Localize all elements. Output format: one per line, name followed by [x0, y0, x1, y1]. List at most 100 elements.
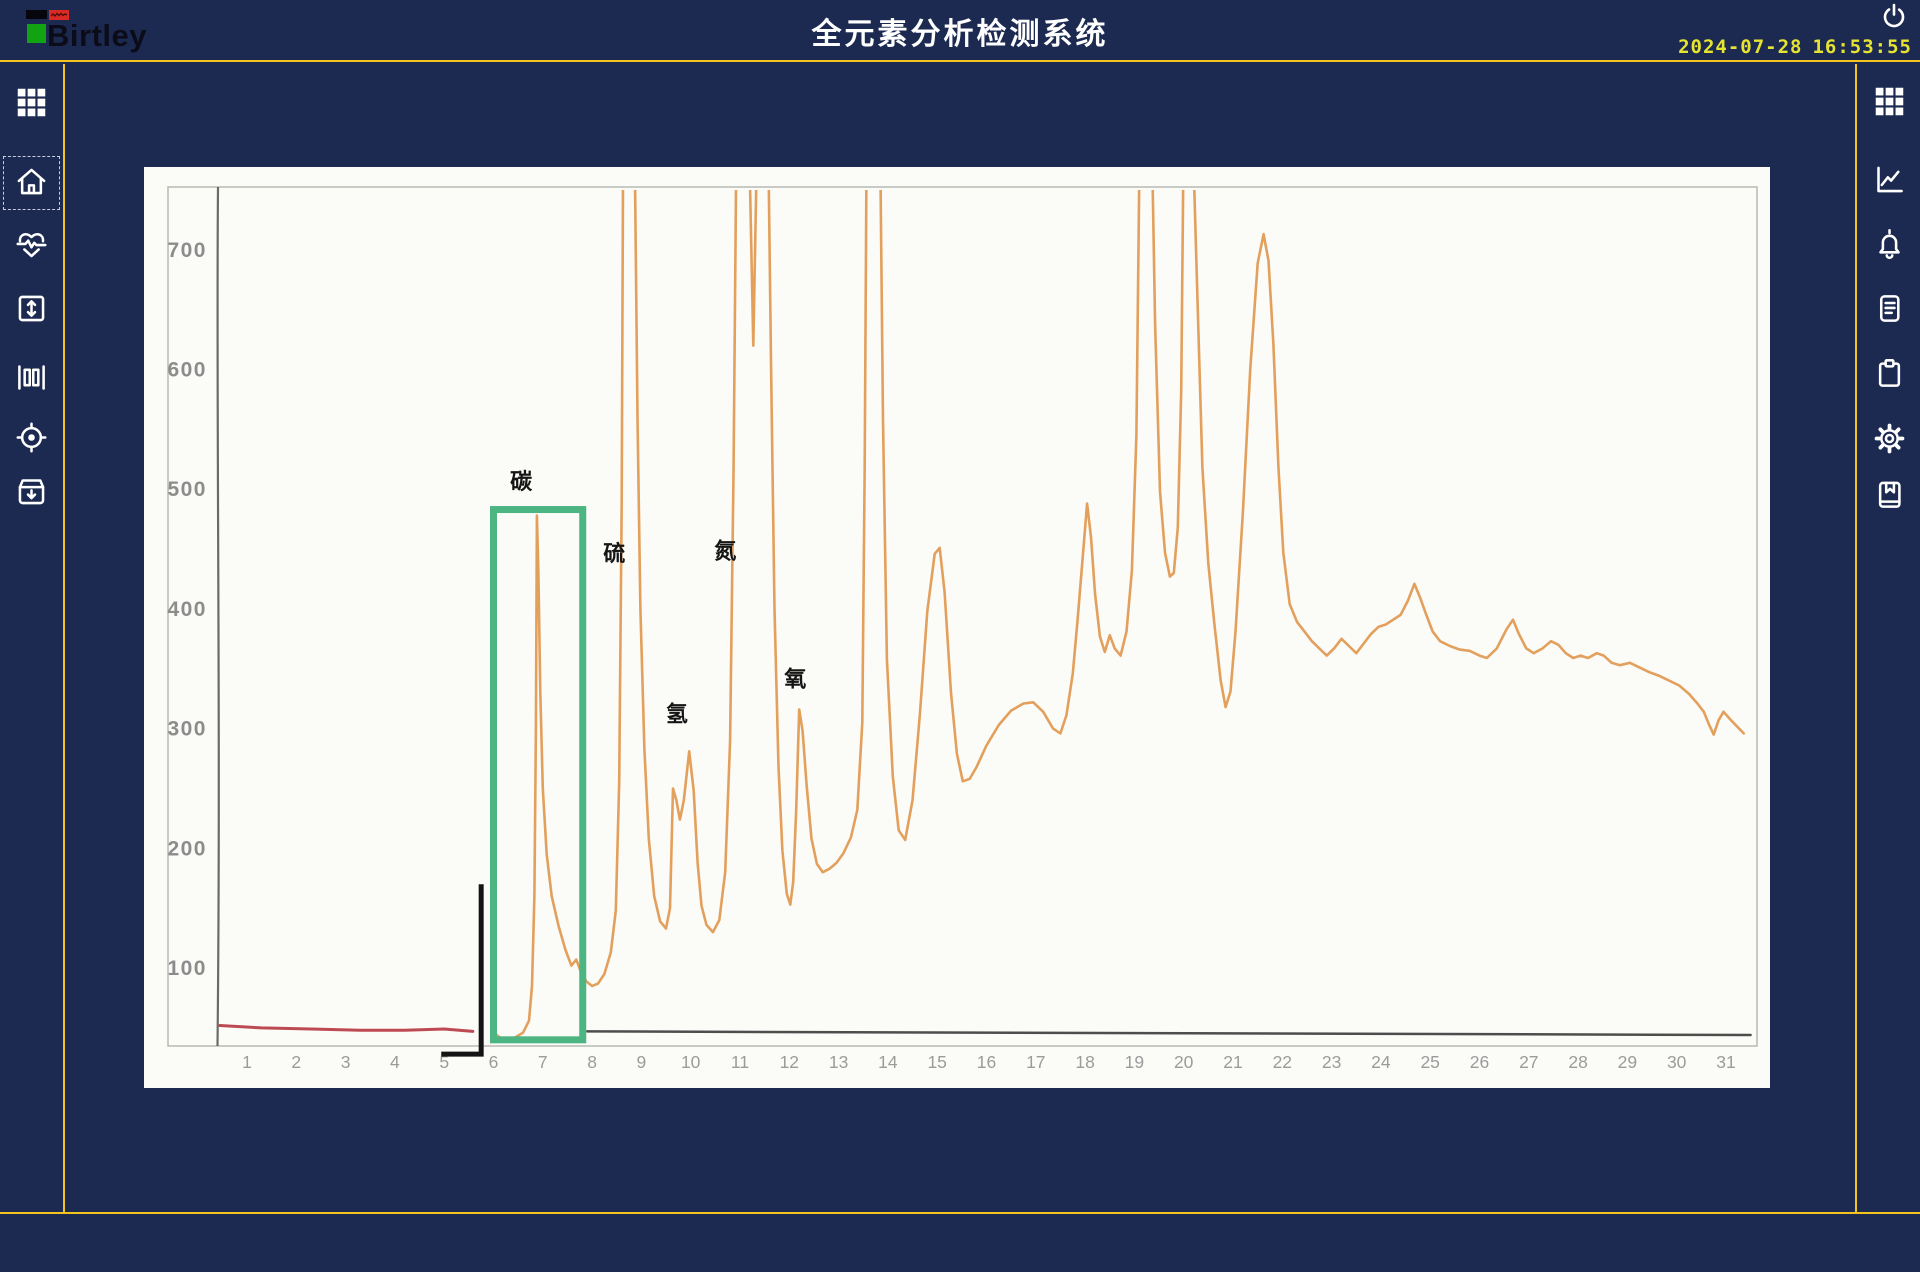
sidebar-left-item-calibrate[interactable]	[15, 421, 48, 454]
svg-text:17: 17	[1026, 1052, 1045, 1072]
power-button[interactable]	[1880, 2, 1908, 30]
carbon-highlight-box	[490, 506, 587, 1044]
svg-text:600: 600	[167, 359, 207, 382]
line-chart-icon	[1877, 166, 1903, 193]
svg-text:氧: 氧	[783, 667, 806, 692]
svg-text:300: 300	[167, 718, 207, 741]
time-text: 16:53:55	[1812, 36, 1912, 58]
y-tick-labels: 100 200 300 400 500 600 700	[167, 239, 207, 980]
logo-green-block	[27, 24, 46, 43]
sidebar-left-item-apps[interactable]	[15, 86, 48, 119]
series-pre-injection-baseline	[218, 1024, 475, 1033]
sidebar-left-item-home[interactable]	[15, 165, 48, 198]
peak-labels: 碳硫氢 氮氧	[510, 469, 806, 726]
svg-text:22: 22	[1273, 1052, 1292, 1072]
archive-box-icon	[18, 479, 45, 505]
svg-text:25: 25	[1420, 1052, 1439, 1072]
sidebar-left-item-range[interactable]	[15, 292, 48, 325]
svg-text:11: 11	[731, 1052, 749, 1072]
sidebar-right-item-tasks[interactable]	[1873, 357, 1906, 390]
logo-black-block	[26, 10, 47, 19]
series-detector-signal	[491, 190, 1745, 1042]
scan-border	[167, 186, 1758, 1047]
sidebar-right-item-apps[interactable]	[1873, 85, 1906, 118]
sidebar-right-item-report[interactable]	[1873, 292, 1906, 325]
svg-text:9: 9	[637, 1052, 647, 1072]
bell-icon	[1879, 229, 1900, 260]
svg-text:碳: 碳	[510, 469, 533, 494]
chromatogram-panel: 100 200 300 400 500 600 700 1 2 3 4 5 6 7 8 9 10 11 12 13 14…	[144, 167, 1770, 1088]
svg-text:8: 8	[587, 1052, 597, 1072]
footer-divider	[0, 1212, 1920, 1214]
svg-text:700: 700	[167, 239, 207, 262]
selected-item-focus-ring	[3, 156, 60, 210]
logo-signal-squiggle	[50, 12, 68, 18]
svg-text:29: 29	[1618, 1052, 1637, 1072]
power-icon	[1883, 3, 1905, 28]
target-icon	[16, 422, 47, 453]
svg-text:16: 16	[977, 1052, 996, 1072]
svg-text:12: 12	[780, 1052, 799, 1072]
svg-text:3: 3	[341, 1052, 351, 1072]
brand-name: Birtley	[47, 18, 147, 53]
sidebar-right-item-alarms[interactable]	[1873, 227, 1906, 260]
report-icon	[1879, 295, 1900, 322]
svg-text:氮: 氮	[714, 539, 736, 564]
svg-text:19: 19	[1125, 1052, 1144, 1072]
x-tick-labels: 1 2 3 4 5 6 7 8 9 10 11 12 13 14 15 16 17 18 19 20 21 22 23 24 2…	[242, 1052, 1736, 1072]
clipboard-icon	[1878, 359, 1901, 387]
settings-gear-icon	[1874, 423, 1905, 454]
grid-icon	[1875, 87, 1904, 116]
svg-text:5: 5	[439, 1052, 449, 1072]
vertical-resize-icon	[18, 295, 45, 322]
svg-text:500: 500	[167, 478, 207, 501]
logo-red-block	[49, 10, 69, 20]
svg-text:6: 6	[489, 1052, 499, 1072]
injection-marker	[441, 884, 484, 1057]
sidebar-left	[0, 64, 65, 1212]
svg-text:100: 100	[167, 957, 207, 980]
svg-text:18: 18	[1075, 1052, 1094, 1072]
columns-icon	[18, 365, 45, 390]
svg-text:20: 20	[1174, 1052, 1194, 1072]
svg-text:400: 400	[167, 598, 207, 621]
sidebar-right-item-records[interactable]	[1873, 478, 1906, 511]
grid-icon	[17, 88, 46, 117]
svg-text:200: 200	[167, 837, 207, 860]
sidebar-left-item-channels[interactable]	[15, 361, 48, 394]
sidebar-right	[1855, 64, 1920, 1212]
svg-text:10: 10	[681, 1052, 701, 1072]
sidebar-right-item-settings[interactable]	[1873, 422, 1906, 455]
svg-text:21: 21	[1223, 1052, 1242, 1072]
svg-text:硫: 硫	[603, 541, 625, 566]
sidebar-left-item-monitor[interactable]	[15, 228, 48, 261]
heart-pulse-icon	[16, 233, 47, 258]
home-icon	[17, 168, 46, 195]
sidebar-right-item-trend[interactable]	[1873, 163, 1906, 196]
bookmark-book-icon	[1878, 481, 1901, 508]
svg-text:27: 27	[1519, 1052, 1538, 1072]
date-text: 2024-07-28	[1678, 36, 1803, 58]
header: Birtley 全元素分析检测系统 2024-07-28 16:53:55	[0, 0, 1920, 62]
svg-text:30: 30	[1667, 1052, 1687, 1072]
brand-logo: Birtley	[22, 6, 172, 54]
svg-text:7: 7	[538, 1052, 548, 1072]
svg-text:13: 13	[829, 1052, 848, 1072]
svg-text:24: 24	[1371, 1052, 1391, 1072]
page-title: 全元素分析检测系统	[811, 18, 1109, 51]
svg-text:23: 23	[1322, 1052, 1341, 1072]
svg-text:31: 31	[1716, 1052, 1735, 1072]
series-post-injection-baseline	[585, 1030, 1752, 1037]
datetime-display: 2024-07-28 16:53:55	[1678, 36, 1912, 58]
svg-text:26: 26	[1470, 1052, 1489, 1072]
svg-text:2: 2	[291, 1052, 301, 1072]
svg-text:1: 1	[242, 1052, 252, 1072]
svg-text:氢: 氢	[666, 701, 688, 726]
y-axis-line	[216, 186, 220, 1047]
svg-text:15: 15	[927, 1052, 946, 1072]
svg-text:4: 4	[390, 1052, 400, 1072]
svg-text:28: 28	[1568, 1052, 1587, 1072]
sidebar-left-item-archive[interactable]	[15, 475, 48, 508]
